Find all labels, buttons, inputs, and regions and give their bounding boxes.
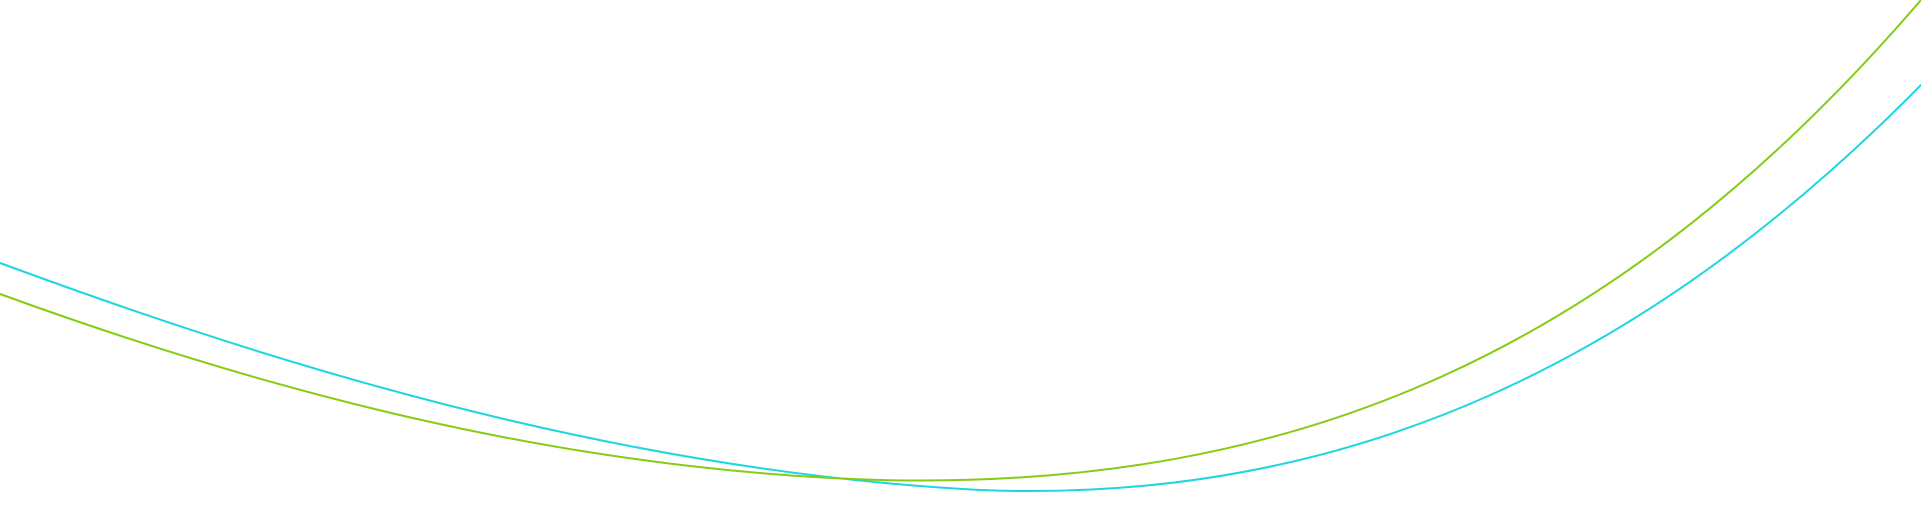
cyan-curve — [0, 84, 1921, 492]
green-curve — [0, 0, 1921, 482]
